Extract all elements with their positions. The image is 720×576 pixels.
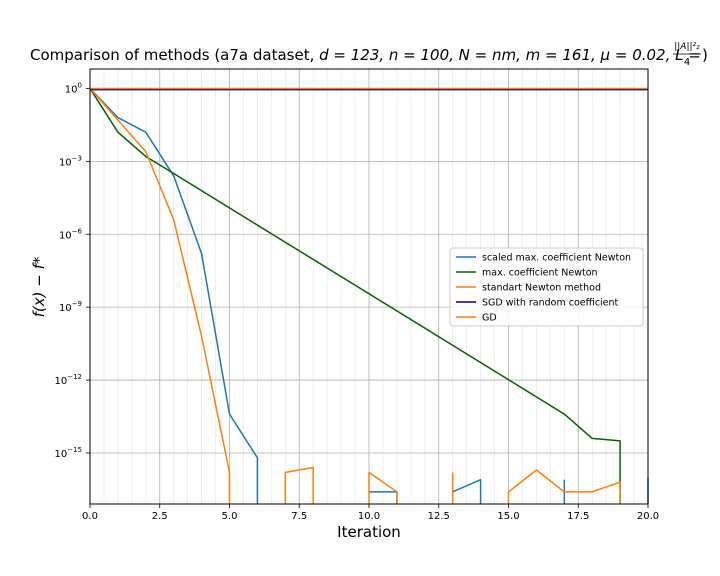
x-tick-label: 0.0 <box>82 511 98 522</box>
x-tick-label: 2.5 <box>152 511 168 522</box>
chart-title-fraction-numerator: ||A||²₂ <box>674 42 700 52</box>
x-tick-label: 15.0 <box>497 511 519 522</box>
y-tick-label: 10−6 <box>59 227 83 241</box>
y-tick-label: 10−9 <box>59 300 82 314</box>
y-tick-label: 10−12 <box>54 373 82 387</box>
chart-title-fraction-denominator: 4 <box>684 57 690 68</box>
legend-label: SGD with random coefficient <box>482 298 619 309</box>
x-tick-label: 7.5 <box>291 511 307 522</box>
x-axis-ticks: 0.0 2.5 5.0 7.5 10.0 12.5 15.0 17.5 20.0 <box>82 504 659 522</box>
x-axis-label: Iteration <box>337 523 401 541</box>
legend-label: GD <box>482 313 497 324</box>
y-axis-label: f(x) − f* <box>30 256 48 317</box>
legend: scaled max. coefficient Newton max. coeff… <box>449 247 644 327</box>
y-tick-label: 100 <box>65 81 82 95</box>
x-tick-label: 5.0 <box>222 511 238 522</box>
legend-label: max. coefficient Newton <box>482 268 598 279</box>
x-tick-label: 20.0 <box>637 511 659 522</box>
plot-lines <box>89 87 649 504</box>
chart-title: Comparison of methods (a7a dataset, d = … <box>30 46 701 64</box>
series-line-1 <box>89 88 621 504</box>
y-axis-ticks: 100 10−3 10−6 10−9 10−12 10−15 <box>54 81 90 460</box>
y-tick-label: 10−3 <box>59 154 82 168</box>
series-line-2 <box>368 471 398 504</box>
series-line-2 <box>507 469 621 504</box>
series-line-0 <box>452 478 482 504</box>
legend-label: standart Newton method <box>482 283 601 294</box>
y-tick-label: 10−15 <box>54 446 82 460</box>
x-tick-label: 17.5 <box>567 511 589 522</box>
series-line-0 <box>89 87 259 504</box>
legend-label: scaled max. coefficient Newton <box>482 253 631 264</box>
x-tick-label: 12.5 <box>428 511 450 522</box>
legend-box <box>449 247 644 327</box>
x-tick-label: 10.0 <box>358 511 380 522</box>
series-line-2 <box>89 87 231 504</box>
series-line-2 <box>284 466 314 504</box>
chart-title-close-paren: ) <box>702 46 708 64</box>
